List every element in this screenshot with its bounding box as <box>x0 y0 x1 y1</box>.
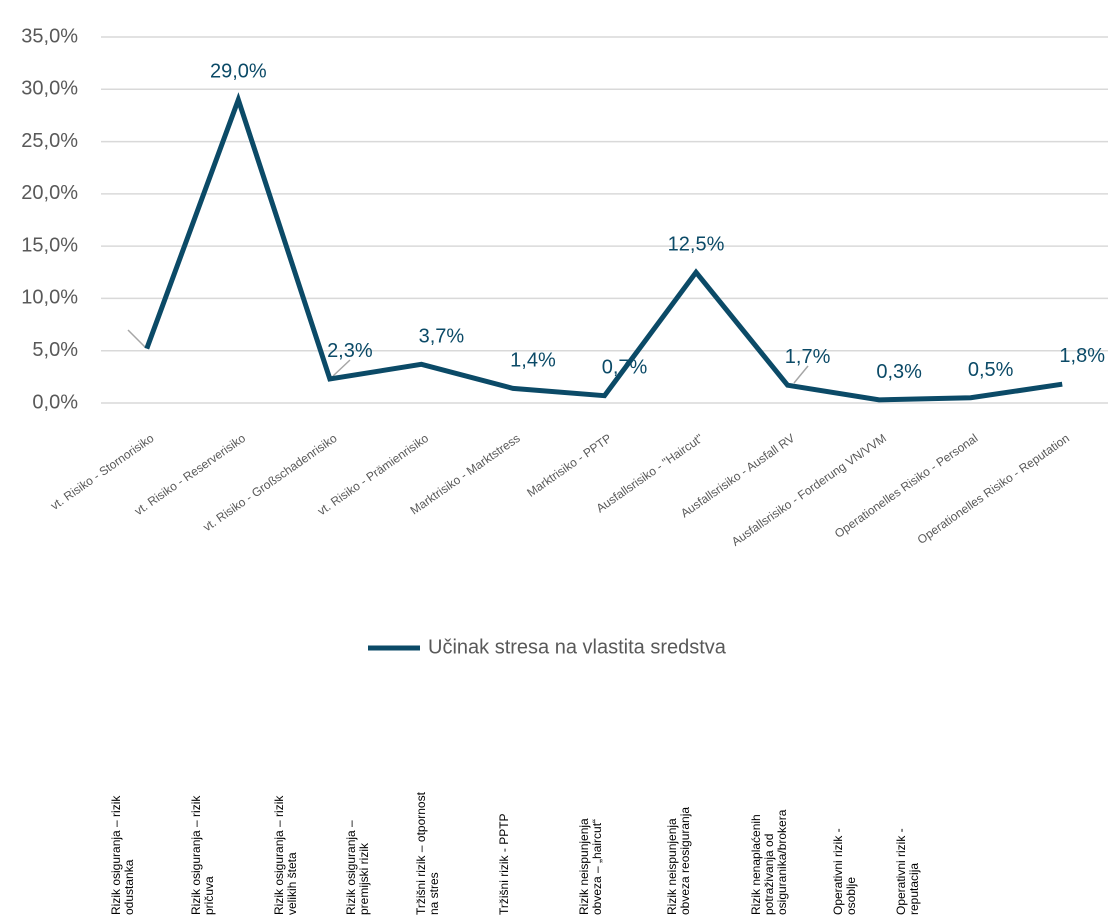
x-tick-label: Operationelles Risiko - Personal <box>832 431 980 541</box>
line <box>144 92 1063 403</box>
bottom-label-line: Tržišni rizik – otpornost <box>414 791 428 915</box>
bottom-label-line: Rizik osiguranja – <box>344 820 358 915</box>
data-label: 3,7% <box>419 325 465 347</box>
bottom-label-line: Tržišni rizik - PPTP <box>497 813 511 915</box>
bottom-label-line: Operativni rizik - <box>831 828 845 915</box>
y-tick-label: 20,0% <box>21 182 78 204</box>
data-label: 1,7% <box>785 346 831 368</box>
bottom-label-line: potraživanja od <box>762 834 776 915</box>
data-label: 1,8% <box>1059 345 1105 367</box>
legend-label: Učinak stresa na vlastita sredstva <box>428 636 727 658</box>
bottom-label-line: na stres <box>427 872 441 915</box>
data-label: 2,3% <box>327 340 373 362</box>
bottom-label-line: odustanka <box>122 859 136 915</box>
bottom-label-line: Operativni rizik - <box>894 828 908 915</box>
y-tick-label: 25,0% <box>21 130 78 152</box>
bottom-label-line: pričuva <box>202 876 216 915</box>
bottom-label: Operativni rizik - osoblje <box>831 828 858 915</box>
bottom-label: Rizik osiguranja – rizik odustanka <box>109 795 136 915</box>
x-tick-label: Marktrisiko - PPTP <box>524 431 614 500</box>
bottom-label: Operativni rizik - reputacija <box>894 828 921 915</box>
data-label: 29,0% <box>210 61 267 83</box>
bottom-label-line: obveza reosiguranja <box>678 807 692 915</box>
bottom-label-line: Rizik neispunjenja <box>577 818 591 915</box>
y-tick-label: 15,0% <box>21 234 78 256</box>
bottom-label-line: osiguranika/brokera <box>775 809 789 915</box>
y-tick-label: 0,0% <box>32 391 78 413</box>
bottom-label-line: Rizik osiguranja – rizik <box>272 795 286 915</box>
bottom-label: Rizik osiguranja – rizik velikih šteta <box>272 795 299 915</box>
y-tick-label: 35,0% <box>21 25 78 47</box>
bottom-label: Tržišni rizik - PPTP <box>497 813 511 915</box>
bottom-label-line: reputacija <box>907 863 921 915</box>
data-label: 1,4% <box>510 349 556 371</box>
data-label: 0,3% <box>876 361 922 383</box>
bottom-label-line: velikih šteta <box>285 852 299 915</box>
bottom-label: Rizik osiguranja – premijski rizik <box>344 820 371 915</box>
x-tick-label: Operationelles Risiko - Reputation <box>915 431 1072 547</box>
data-label: 12,5% <box>668 233 725 255</box>
bottom-label-line: Rizik nenaplaćenih <box>749 814 763 915</box>
bottom-label: Rizik osiguranja – rizik pričuva <box>189 795 216 915</box>
leader-line <box>793 365 809 384</box>
data-label: 0,5% <box>968 359 1014 381</box>
bottom-label-line: Rizik osiguranja – rizik <box>109 795 123 915</box>
bottom-label: Rizik nenaplaćenih potraživanja od osigura… <box>749 809 789 915</box>
bottom-label-line: Rizik osiguranja – rizik <box>189 795 203 915</box>
bottom-label: Rizik neispunjenja obveza – „haircut“ <box>577 818 604 915</box>
x-tick-label: Ausfallsrisiko - Forderung VN/VVM <box>729 431 889 549</box>
bottom-label: Tržišni rizik – otpornost na stres <box>414 791 441 915</box>
bottom-label-line: obveza – „haircut“ <box>590 819 604 915</box>
bottom-label-line: osoblje <box>844 877 858 915</box>
y-tick-label: 30,0% <box>21 78 78 100</box>
bottom-label-line: premijski rizik <box>357 842 371 915</box>
leader-line <box>332 359 351 377</box>
y-tick-label: 10,0% <box>21 287 78 309</box>
bottom-label: Rizik neispunjenja obveza reosiguranja <box>665 807 692 915</box>
data-label: 0,7% <box>602 357 648 379</box>
y-tick-label: 5,0% <box>32 339 78 361</box>
bottom-label-line: Rizik neispunjenja <box>665 818 679 915</box>
leader-line <box>127 329 147 349</box>
